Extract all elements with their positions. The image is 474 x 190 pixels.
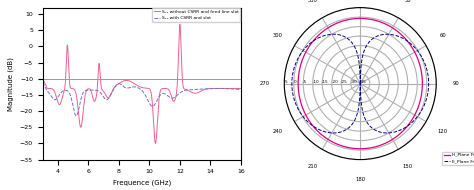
E_Plane Freq '3.5 GHz' xyxy=(426,82,431,85)
Line: S₁₁ with CSRR and slot: S₁₁ with CSRR and slot xyxy=(43,82,241,116)
H_Plane Freq '3.5 GHz' xyxy=(357,17,363,20)
S₁₁ with CSRR and slot xyxy=(213,87,219,90)
S₁₁ with CSRR and slot xyxy=(125,87,130,89)
S₁₁ without CSRR and feed line slot xyxy=(116,83,121,85)
H_Plane Freq '3.5 GHz' xyxy=(357,17,363,20)
S₁₁ with CSRR and slot xyxy=(234,88,240,90)
S₁₁ with CSRR and slot xyxy=(40,81,46,83)
Legend: H_Plane Freq '3.5 GHz', E_Plane Freq '3.5 GHz': H_Plane Freq '3.5 GHz', E_Plane Freq '3.… xyxy=(442,152,474,165)
E_Plane Freq '3.5 GHz' xyxy=(314,127,319,130)
Line: H_Plane Freq '3.5 GHz': H_Plane Freq '3.5 GHz' xyxy=(298,18,422,149)
S₁₁ without CSRR and feed line slot xyxy=(234,87,240,90)
S₁₁ with CSRR and slot xyxy=(73,115,79,117)
S₁₁ without CSRR and feed line slot xyxy=(177,23,182,25)
H_Plane Freq '3.5 GHz' xyxy=(313,128,319,131)
E_Plane Freq '3.5 GHz' xyxy=(320,130,326,132)
H_Plane Freq '3.5 GHz' xyxy=(419,94,424,96)
Y-axis label: Magnitude (dB): Magnitude (dB) xyxy=(8,57,14,111)
E_Plane Freq '3.5 GHz' xyxy=(324,34,330,36)
Line: S₁₁ without CSRR and feed line slot: S₁₁ without CSRR and feed line slot xyxy=(43,24,241,143)
S₁₁ without CSRR and feed line slot xyxy=(213,87,219,90)
S₁₁ without CSRR and feed line slot xyxy=(63,82,68,85)
H_Plane Freq '3.5 GHz' xyxy=(318,133,324,135)
S₁₁ with CSRR and slot xyxy=(74,114,80,116)
H_Plane Freq '3.5 GHz' xyxy=(419,82,425,85)
H_Plane Freq '3.5 GHz' xyxy=(418,69,424,71)
S₁₁ without CSRR and feed line slot xyxy=(74,98,80,101)
H_Plane Freq '3.5 GHz' xyxy=(321,29,327,32)
H_Plane Freq '3.5 GHz' xyxy=(357,17,363,20)
X-axis label: Frequence (GHz): Frequence (GHz) xyxy=(113,180,171,186)
E_Plane Freq '3.5 GHz' xyxy=(424,67,429,70)
E_Plane Freq '3.5 GHz' xyxy=(424,95,430,97)
Line: E_Plane Freq '3.5 GHz': E_Plane Freq '3.5 GHz' xyxy=(292,34,428,133)
S₁₁ with CSRR and slot xyxy=(238,88,244,91)
E_Plane Freq '3.5 GHz' xyxy=(357,82,363,85)
S₁₁ with CSRR and slot xyxy=(63,89,68,92)
E_Plane Freq '3.5 GHz' xyxy=(357,82,363,85)
S₁₁ without CSRR and feed line slot xyxy=(40,78,46,80)
S₁₁ with CSRR and slot xyxy=(116,82,121,85)
S₁₁ without CSRR and feed line slot xyxy=(238,87,244,90)
S₁₁ without CSRR and feed line slot xyxy=(153,142,158,145)
S₁₁ without CSRR and feed line slot xyxy=(124,79,130,82)
E_Plane Freq '3.5 GHz' xyxy=(357,82,363,85)
Legend: S₁₁ without CSRR and feed line slot, S₁₁ with CSRR and slot: S₁₁ without CSRR and feed line slot, S₁₁… xyxy=(153,9,240,22)
